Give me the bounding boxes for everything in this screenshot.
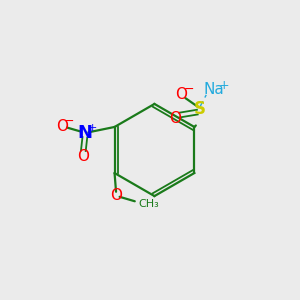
Text: O: O	[176, 87, 188, 102]
Text: O: O	[169, 110, 181, 125]
Text: S: S	[194, 100, 206, 118]
Text: CH₃: CH₃	[139, 199, 159, 208]
Text: O: O	[56, 119, 68, 134]
Text: O: O	[77, 149, 89, 164]
Text: Na: Na	[203, 82, 224, 97]
Text: N: N	[77, 124, 92, 142]
Text: −: −	[64, 115, 74, 128]
Text: O: O	[110, 188, 122, 203]
Text: +: +	[219, 80, 230, 92]
Text: −: −	[184, 83, 195, 96]
Text: +: +	[88, 123, 97, 133]
